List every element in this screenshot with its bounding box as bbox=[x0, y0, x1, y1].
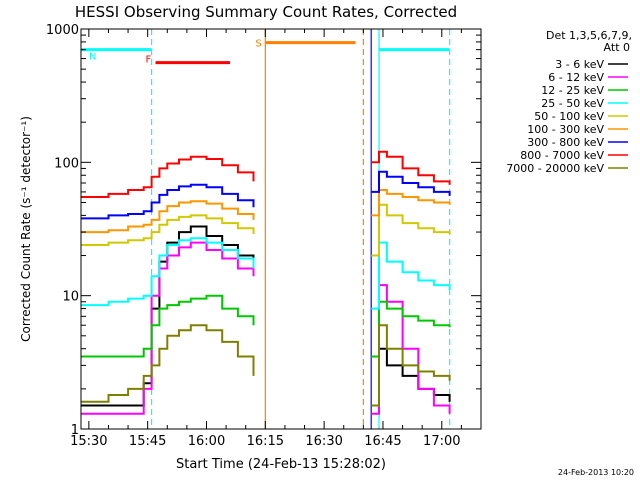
series-line-6-seg-0 bbox=[81, 183, 255, 220]
series-line-3-seg-1 bbox=[371, 241, 451, 310]
series-line-4-seg-1 bbox=[371, 203, 451, 257]
x-tick-label-2: 16:00 bbox=[188, 434, 225, 449]
x-tick-label-4: 16:30 bbox=[305, 434, 342, 449]
status-flag-bars: N F S bbox=[81, 39, 450, 66]
x-tick-label-1: 15:45 bbox=[129, 434, 166, 449]
legend-entry-3: 25 - 50 keV bbox=[541, 97, 628, 110]
legend-entry-4: 50 - 100 keV bbox=[534, 110, 628, 123]
series-line-7-seg-0 bbox=[81, 155, 255, 198]
x-tick-label-6: 17:00 bbox=[423, 434, 460, 449]
y-tick-label-3: 1000 bbox=[46, 23, 79, 38]
legend-label-0: 3 - 6 keV bbox=[555, 58, 604, 71]
series-line-5-seg-0 bbox=[81, 200, 255, 234]
flag-label-f: F bbox=[146, 55, 152, 66]
series-line-1-seg-0 bbox=[81, 241, 255, 415]
plot-frame bbox=[80, 28, 482, 430]
chart-title: HESSI Observing Summary Count Rates, Cor… bbox=[75, 3, 457, 21]
y-axis-label: Corrected Count Rate (s⁻¹ detector⁻¹) bbox=[19, 116, 33, 342]
series-line-2-seg-0 bbox=[81, 294, 255, 358]
series-line-6-seg-1 bbox=[371, 170, 451, 196]
series-line-4-seg-0 bbox=[81, 214, 255, 246]
series-line-7-seg-1 bbox=[371, 150, 451, 185]
y-tick-label-1: 10 bbox=[62, 290, 79, 305]
y-tick-label-0: 1 bbox=[71, 423, 79, 438]
legend-label-2: 12 - 25 keV bbox=[541, 84, 604, 97]
series-line-3-seg-0 bbox=[81, 237, 255, 307]
legend-entry-2: 12 - 25 keV bbox=[541, 84, 628, 97]
legend-header-line-1: Det 1,3,5,6,7,9, bbox=[546, 29, 632, 42]
x-axis: 15:30 15:45 16:00 16:15 16:30 16:45 17:00 bbox=[70, 29, 482, 449]
legend-entry-0: 3 - 6 keV bbox=[555, 58, 628, 71]
series-line-8-seg-1 bbox=[371, 324, 451, 407]
x-axis-label: Start Time (24-Feb-13 15:28:02) bbox=[176, 457, 386, 472]
legend-header-line-2: Att 0 bbox=[604, 41, 630, 54]
y-axis: 1 10 100 1000 bbox=[46, 23, 481, 438]
legend-entry-5: 100 - 300 keV bbox=[527, 123, 628, 136]
legend-label-8: 7000 - 20000 keV bbox=[506, 162, 604, 175]
legend-label-4: 50 - 100 keV bbox=[534, 110, 604, 123]
series-line-0-seg-1 bbox=[371, 347, 451, 407]
legend-label-3: 25 - 50 keV bbox=[541, 97, 604, 110]
x-tick-label-0: 15:30 bbox=[70, 434, 107, 449]
x-tick-label-3: 16:15 bbox=[247, 434, 284, 449]
timestamp: 24-Feb-2013 10:20 bbox=[558, 468, 634, 477]
series-line-5-seg-1 bbox=[371, 189, 451, 217]
series-lines bbox=[81, 150, 451, 415]
legend-label-7: 800 - 7000 keV bbox=[520, 149, 604, 162]
series-line-8-seg-0 bbox=[81, 324, 255, 403]
legend-label-5: 100 - 300 keV bbox=[527, 123, 604, 136]
legend-entry-1: 6 - 12 keV bbox=[548, 71, 628, 84]
y-tick-label-2: 100 bbox=[54, 156, 79, 171]
legend-entry-7: 800 - 7000 keV bbox=[520, 149, 628, 162]
vertical-markers bbox=[150, 29, 451, 429]
flag-label-s: S bbox=[255, 39, 261, 50]
legend-entry-8: 7000 - 20000 keV bbox=[506, 162, 628, 175]
x-tick-label-5: 16:45 bbox=[364, 434, 401, 449]
flag-label-n: N bbox=[89, 52, 96, 63]
legend-label-1: 6 - 12 keV bbox=[548, 71, 604, 84]
legend-entry-6: 300 - 800 keV bbox=[527, 136, 628, 149]
legend-label-6: 300 - 800 keV bbox=[527, 136, 604, 149]
